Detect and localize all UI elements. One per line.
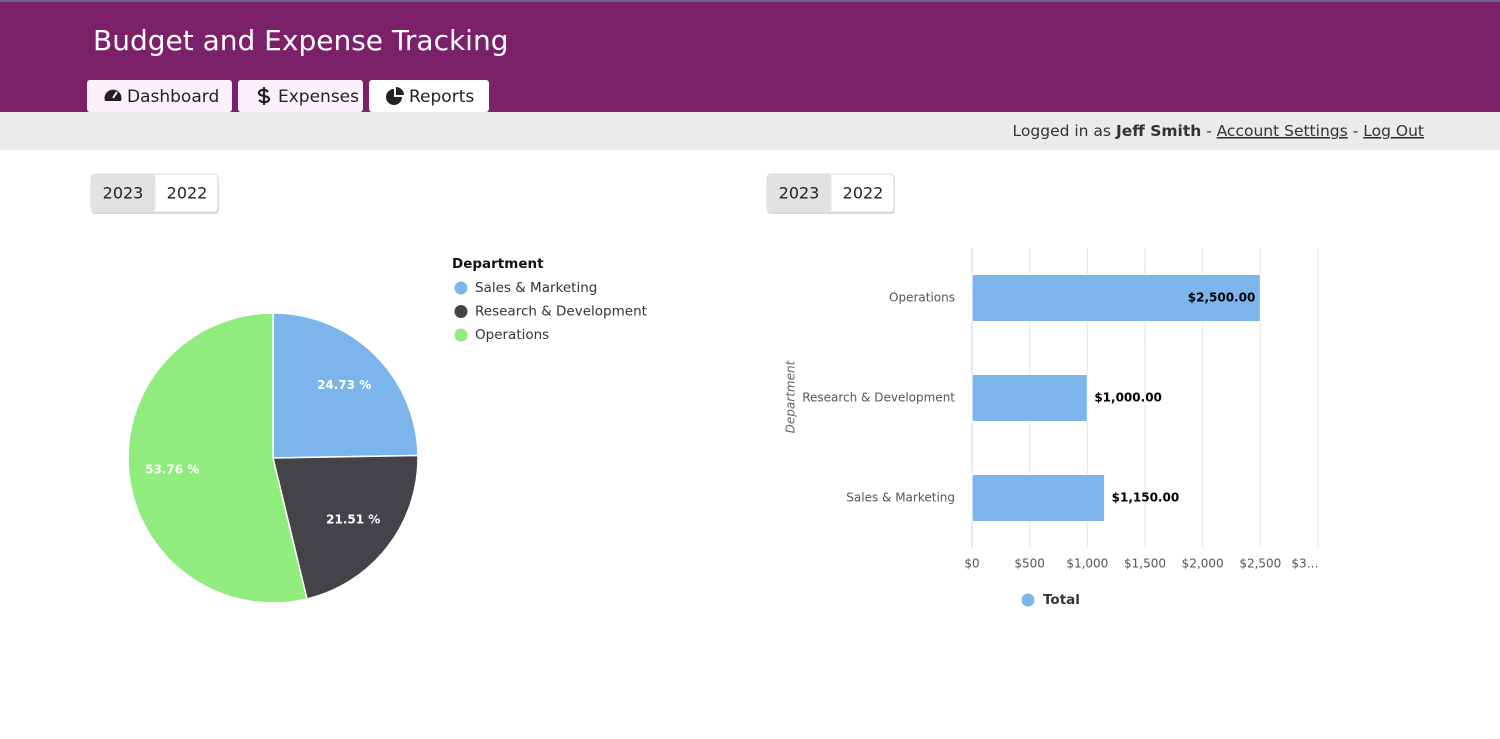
user-info: Logged in as Jeff Smith - Account Settings -… <box>1013 122 1424 140</box>
pie-slice <box>272 454 419 600</box>
tab-icon <box>396 87 404 95</box>
separator: - <box>1353 122 1359 140</box>
tab-bg <box>87 80 232 112</box>
x-tick-label: $1,500 <box>1124 557 1166 571</box>
toggle-active-bg <box>767 174 832 212</box>
legend-swatch[interactable] <box>454 281 468 295</box>
x-tick-label: $2,000 <box>1182 557 1224 571</box>
legend-label[interactable]: Total <box>1043 592 1080 608</box>
x-tick-label: $0 <box>964 557 979 571</box>
y-axis-title: Department <box>784 359 798 433</box>
pie-slice <box>272 312 419 459</box>
user-name: Jeff Smith <box>1115 122 1201 140</box>
separator: - <box>1206 122 1211 140</box>
bar[interactable] <box>971 474 1106 522</box>
bar-value-label: $1,000.00 <box>1094 391 1162 405</box>
year-button[interactable]: 2022 <box>167 184 208 203</box>
app-title: Budget and Expense Tracking <box>93 24 508 57</box>
tab-icon <box>386 89 402 105</box>
bar[interactable] <box>971 274 1261 322</box>
pie-slice <box>127 312 308 604</box>
user-bar <box>0 112 1500 150</box>
legend-label[interactable]: Sales & Marketing <box>475 280 597 296</box>
year-button[interactable]: 2022 <box>843 184 884 203</box>
legend-swatch[interactable] <box>454 328 468 342</box>
legend-swatch[interactable] <box>1021 593 1035 607</box>
x-tick-label: $1,000 <box>1066 557 1108 571</box>
legend-label[interactable]: Operations <box>475 327 549 343</box>
account-settings-link[interactable]: Account Settings <box>1217 122 1348 140</box>
y-tick-label: Operations <box>889 291 955 305</box>
y-tick-label: Research & Development <box>802 391 955 405</box>
legend-title: Department <box>452 256 544 272</box>
tab-label: Expenses <box>278 87 359 107</box>
tab-icon <box>257 87 271 105</box>
slice-label: 24.73 % <box>317 378 371 392</box>
nav-tab[interactable]: Dashboard <box>87 80 232 112</box>
log-out-link[interactable]: Log Out <box>1363 122 1424 140</box>
header-top-line <box>0 0 1500 2</box>
user-prefix: Logged in as <box>1013 122 1111 140</box>
tab-label: Reports <box>409 87 474 107</box>
year-button[interactable]: 2023 <box>103 184 144 203</box>
bar-value-label: $1,150.00 <box>1112 491 1180 505</box>
legend-label[interactable]: Research & Development <box>475 304 647 320</box>
slice-label: 53.76 % <box>145 462 199 476</box>
tab-bg <box>238 80 363 112</box>
bar[interactable] <box>971 374 1088 422</box>
tab-icon <box>112 91 118 99</box>
tab-label: Dashboard <box>127 87 219 107</box>
x-tick-label: $500 <box>1014 557 1045 571</box>
nav-tab[interactable]: Reports <box>369 80 489 112</box>
slice-label: 21.51 % <box>326 513 380 527</box>
legend-swatch[interactable] <box>454 305 468 318</box>
bar-value-label: $2,500.00 <box>1188 291 1256 305</box>
nav-tab[interactable]: Expenses <box>238 80 363 112</box>
x-tick-label: $2,500 <box>1239 557 1281 571</box>
x-tick-label: $3… <box>1291 557 1318 571</box>
toggle-active-bg <box>91 174 156 212</box>
year-button[interactable]: 2023 <box>779 184 820 203</box>
y-tick-label: Sales & Marketing <box>846 491 955 505</box>
